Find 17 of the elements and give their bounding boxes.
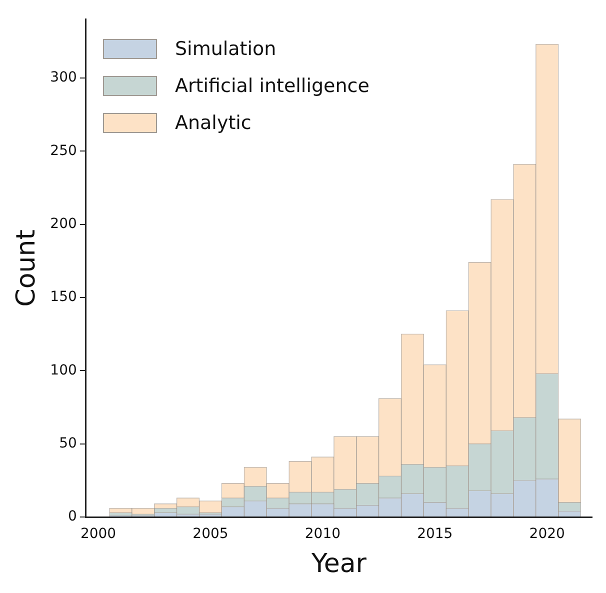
x-tick-label: 2005 xyxy=(192,526,228,542)
y-tick-label: 250 xyxy=(50,142,77,159)
legend-label: Artificial intelligence xyxy=(175,74,370,96)
x-tick-label: 2015 xyxy=(417,526,453,542)
legend-label: Analytic xyxy=(175,112,252,134)
y-tick-label: 50 xyxy=(59,435,77,452)
y-tick-label: 200 xyxy=(50,216,77,232)
x-tick-label: 2000 xyxy=(80,526,116,542)
y-tick-label: 0 xyxy=(68,508,77,525)
y-axis-title: Count xyxy=(11,230,42,307)
legend-label: Simulation xyxy=(175,38,276,60)
y-tick-label: 150 xyxy=(50,289,77,306)
x-tick-label: 2020 xyxy=(529,526,565,542)
x-axis-title: Year xyxy=(310,549,367,580)
x-tick-label: 2010 xyxy=(304,526,341,542)
y-tick-label: 100 xyxy=(50,362,77,378)
y-tick-label: 300 xyxy=(50,70,77,86)
